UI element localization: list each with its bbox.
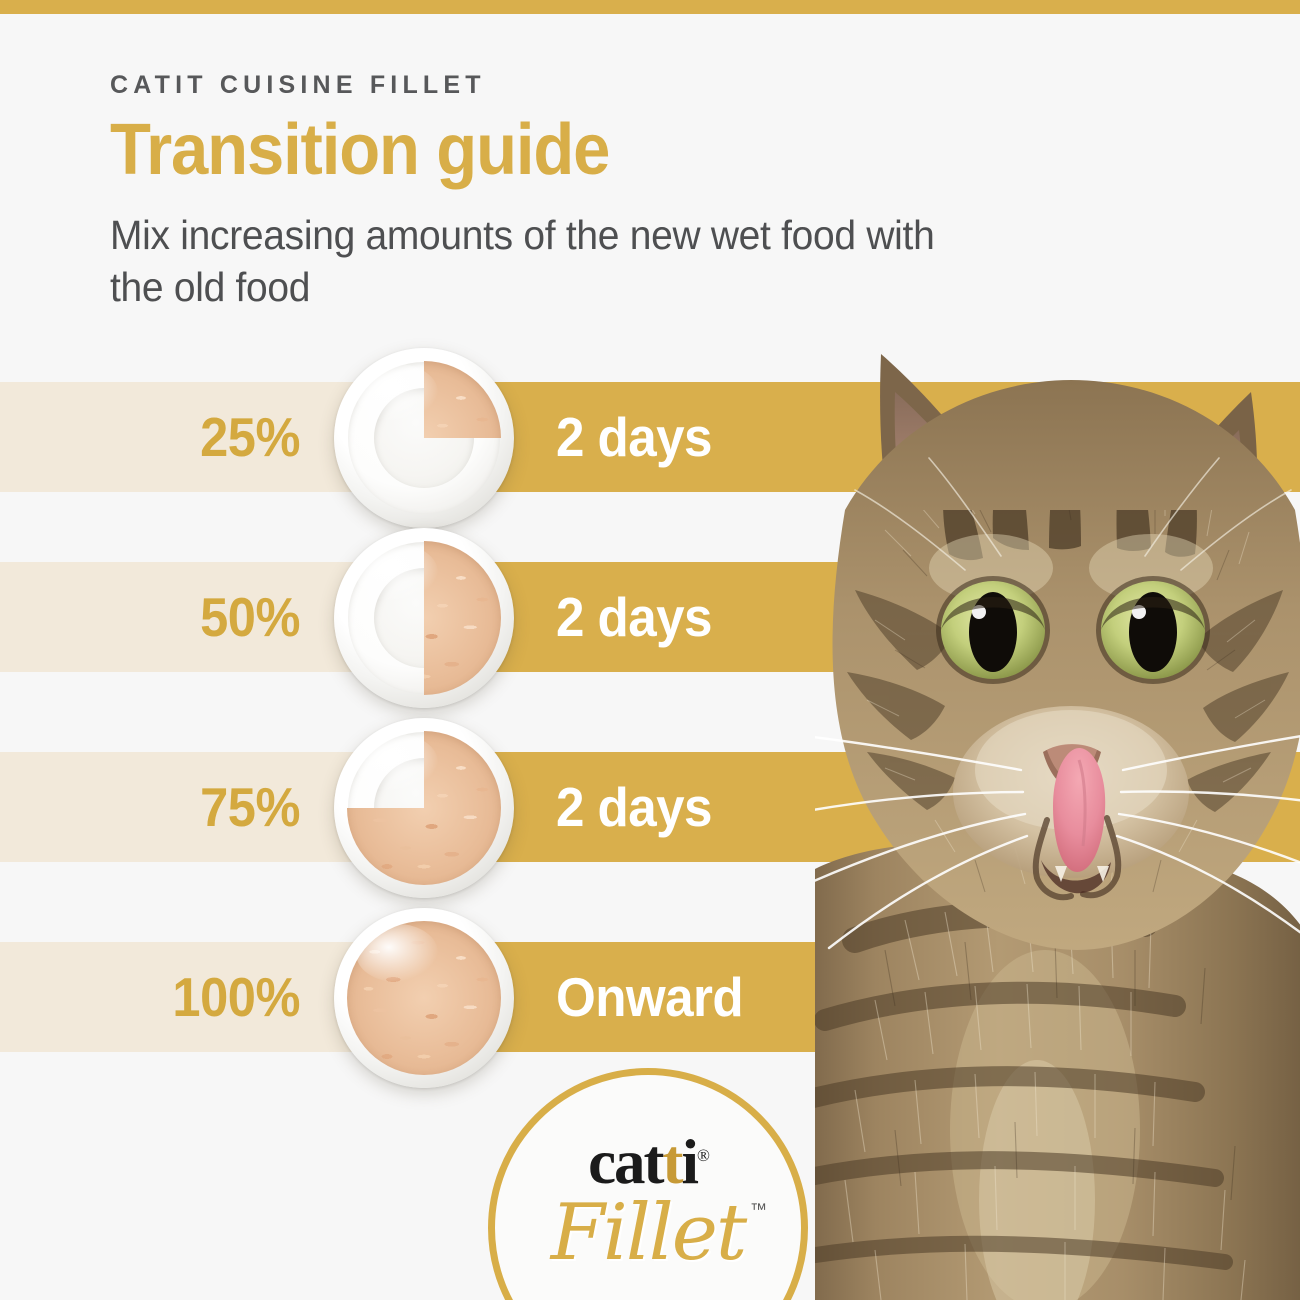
bowl-quarter-filled-icon (334, 348, 514, 528)
bowl-three-quarter-filled-icon (334, 718, 514, 898)
duration-label: 2 days (556, 776, 712, 838)
eyebrow-text: CATIT CUISINE FILLET (110, 71, 486, 99)
table-row: 75% 2 days (0, 752, 1300, 862)
duration-label: Onward (556, 966, 744, 1028)
registered-mark-icon: ® (697, 1146, 710, 1165)
percent-label: 75% (200, 776, 300, 838)
page-subtitle: Mix increasing amounts of the new wet fo… (110, 211, 935, 311)
bowl-full-filled-icon (334, 908, 514, 1088)
header-block: CATIT CUISINE FILLET Transition guide Mi… (110, 71, 990, 314)
logo-brand-text: catti® (488, 1126, 808, 1199)
logo-brand-i: i (681, 1127, 699, 1197)
bowl-gloss-highlight (355, 924, 439, 982)
catit-fillet-logo: catti® Fillet ™ (488, 1068, 808, 1300)
bowl-gloss-highlight (355, 364, 439, 422)
percent-label: 25% (200, 406, 300, 468)
percent-label: 50% (200, 586, 300, 648)
trademark-mark-icon: ™ (750, 1200, 767, 1219)
percent-label: 100% (172, 966, 300, 1028)
logo-brand-t: t (662, 1127, 684, 1197)
table-row: 100% Onward (0, 942, 1300, 1052)
bowl-gloss-highlight (355, 734, 439, 792)
logo-product-text: Fillet (550, 1188, 747, 1278)
bowl-half-filled-icon (334, 528, 514, 708)
logo-brand-cat: cat (588, 1127, 664, 1197)
top-accent-bar (0, 0, 1300, 14)
duration-label: 2 days (556, 406, 712, 468)
table-row: 25% 2 days (0, 382, 1300, 492)
table-row: 50% 2 days (0, 562, 1300, 672)
duration-label: 2 days (556, 586, 712, 648)
page-title: Transition guide (110, 109, 610, 190)
bowl-gloss-highlight (355, 544, 439, 602)
